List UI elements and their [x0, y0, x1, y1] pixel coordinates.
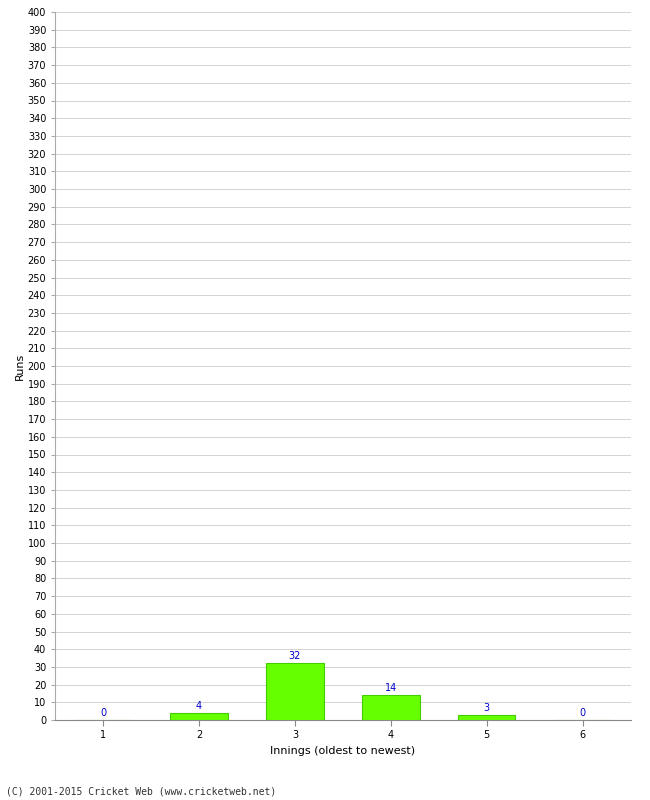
Text: 32: 32	[289, 651, 301, 662]
Bar	[458, 714, 515, 720]
X-axis label: Innings (oldest to newest): Innings (oldest to newest)	[270, 746, 415, 756]
Text: 14: 14	[385, 683, 397, 693]
Text: 0: 0	[580, 708, 586, 718]
Text: 0: 0	[100, 708, 106, 718]
Text: (C) 2001-2015 Cricket Web (www.cricketweb.net): (C) 2001-2015 Cricket Web (www.cricketwe…	[6, 786, 277, 796]
Text: 4: 4	[196, 701, 202, 710]
Text: 3: 3	[484, 702, 489, 713]
Y-axis label: Runs: Runs	[15, 352, 25, 380]
Bar	[266, 663, 324, 720]
Bar	[362, 695, 420, 720]
Bar	[170, 713, 228, 720]
